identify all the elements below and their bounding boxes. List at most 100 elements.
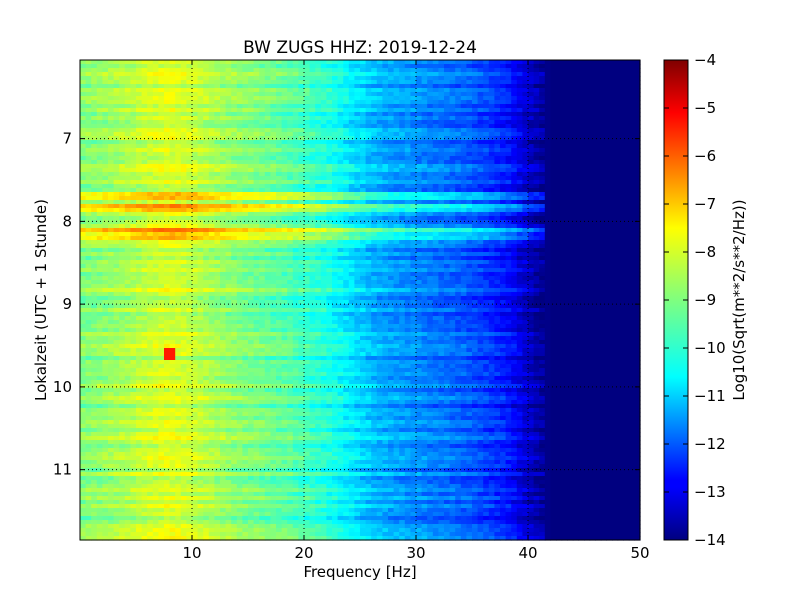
heatmap-cell [634,120,641,125]
heatmap-cell [556,256,563,261]
heatmap-cell [612,120,619,125]
heatmap-cell [477,100,484,105]
heatmap-cell [130,60,137,65]
heatmap-cell [315,76,322,81]
heatmap-cell [544,96,551,101]
heatmap-cell [556,180,563,185]
heatmap-cell [561,92,568,97]
heatmap-cell [192,72,199,77]
heatmap-cell [371,252,378,257]
heatmap-cell [208,76,215,81]
heatmap-cell [113,96,120,101]
heatmap-cell [169,140,176,145]
heatmap-cell [108,208,115,213]
heatmap-cell [270,104,277,109]
heatmap-cell [281,244,288,249]
heatmap-cell [494,252,501,257]
heatmap-cell [399,128,406,133]
heatmap-cell [108,116,115,121]
heatmap-cell [444,192,451,197]
heatmap-cell [292,256,299,261]
heatmap-cell [220,240,227,245]
heatmap-cell [376,88,383,93]
heatmap-cell [152,68,159,73]
heatmap-cell [567,224,574,229]
heatmap-cell [494,72,501,77]
heatmap-cell [483,108,490,113]
heatmap-cell [483,220,490,225]
heatmap-cell [108,88,115,93]
heatmap-cell [130,196,137,201]
heatmap-cell [164,132,171,137]
heatmap-cell [337,148,344,153]
heatmap-cell [354,236,361,241]
heatmap-cell [522,148,529,153]
heatmap-cell [444,244,451,249]
heatmap-cell [287,236,294,241]
heatmap-cell [326,148,333,153]
heatmap-cell [360,148,367,153]
heatmap-cell [578,192,585,197]
heatmap-cell [298,188,305,193]
heatmap-cell [365,168,372,173]
heatmap-cell [248,96,255,101]
heatmap-cell [136,100,143,105]
heatmap-cell [528,128,535,133]
heatmap-cell [544,128,551,133]
heatmap-cell [539,108,546,113]
heatmap-cell [628,152,635,157]
heatmap-cell [287,196,294,201]
heatmap-cell [528,68,535,73]
heatmap-cell [276,172,283,177]
heatmap-cell [80,204,87,209]
heatmap-cell [164,64,171,69]
heatmap-cell [208,132,215,137]
heatmap-cell [584,96,591,101]
heatmap-cell [617,216,624,221]
heatmap-cell [124,148,131,153]
heatmap-cell [472,120,479,125]
heatmap-cell [421,204,428,209]
heatmap-cell [427,60,434,65]
heatmap-cell [197,144,204,149]
heatmap-cell [91,144,98,149]
heatmap-cell [427,124,434,129]
heatmap-cell [511,120,518,125]
heatmap-cell [298,112,305,117]
heatmap-cell [80,124,87,129]
heatmap-cell [505,172,512,177]
heatmap-cell [550,116,557,121]
heatmap-cell [292,68,299,73]
heatmap-cell [304,184,311,189]
heatmap-cell [225,220,232,225]
heatmap-cell [399,252,406,257]
heatmap-cell [466,236,473,241]
heatmap-cell [539,196,546,201]
heatmap-cell [298,236,305,241]
heatmap-cell [612,256,619,261]
heatmap-cell [483,132,490,137]
heatmap-cell [315,92,322,97]
heatmap-cell [365,236,372,241]
heatmap-cell [320,248,327,253]
heatmap-cell [365,216,372,221]
heatmap-cell [399,256,406,261]
heatmap-cell [186,220,193,225]
heatmap-cell [376,164,383,169]
heatmap-cell [455,80,462,85]
heatmap-cell [169,124,176,129]
heatmap-cell [236,232,243,237]
heatmap-cell [438,144,445,149]
heatmap-cell [147,128,154,133]
heatmap-cell [119,104,126,109]
heatmap-cell [561,256,568,261]
heatmap-cell [169,224,176,229]
heatmap-cell [539,96,546,101]
heatmap-cell [113,200,120,205]
heatmap-cell [197,84,204,89]
heatmap-cell [365,172,372,177]
heatmap-cell [231,248,238,253]
heatmap-cell [164,116,171,121]
heatmap-cell [298,136,305,141]
heatmap-cell [410,80,417,85]
